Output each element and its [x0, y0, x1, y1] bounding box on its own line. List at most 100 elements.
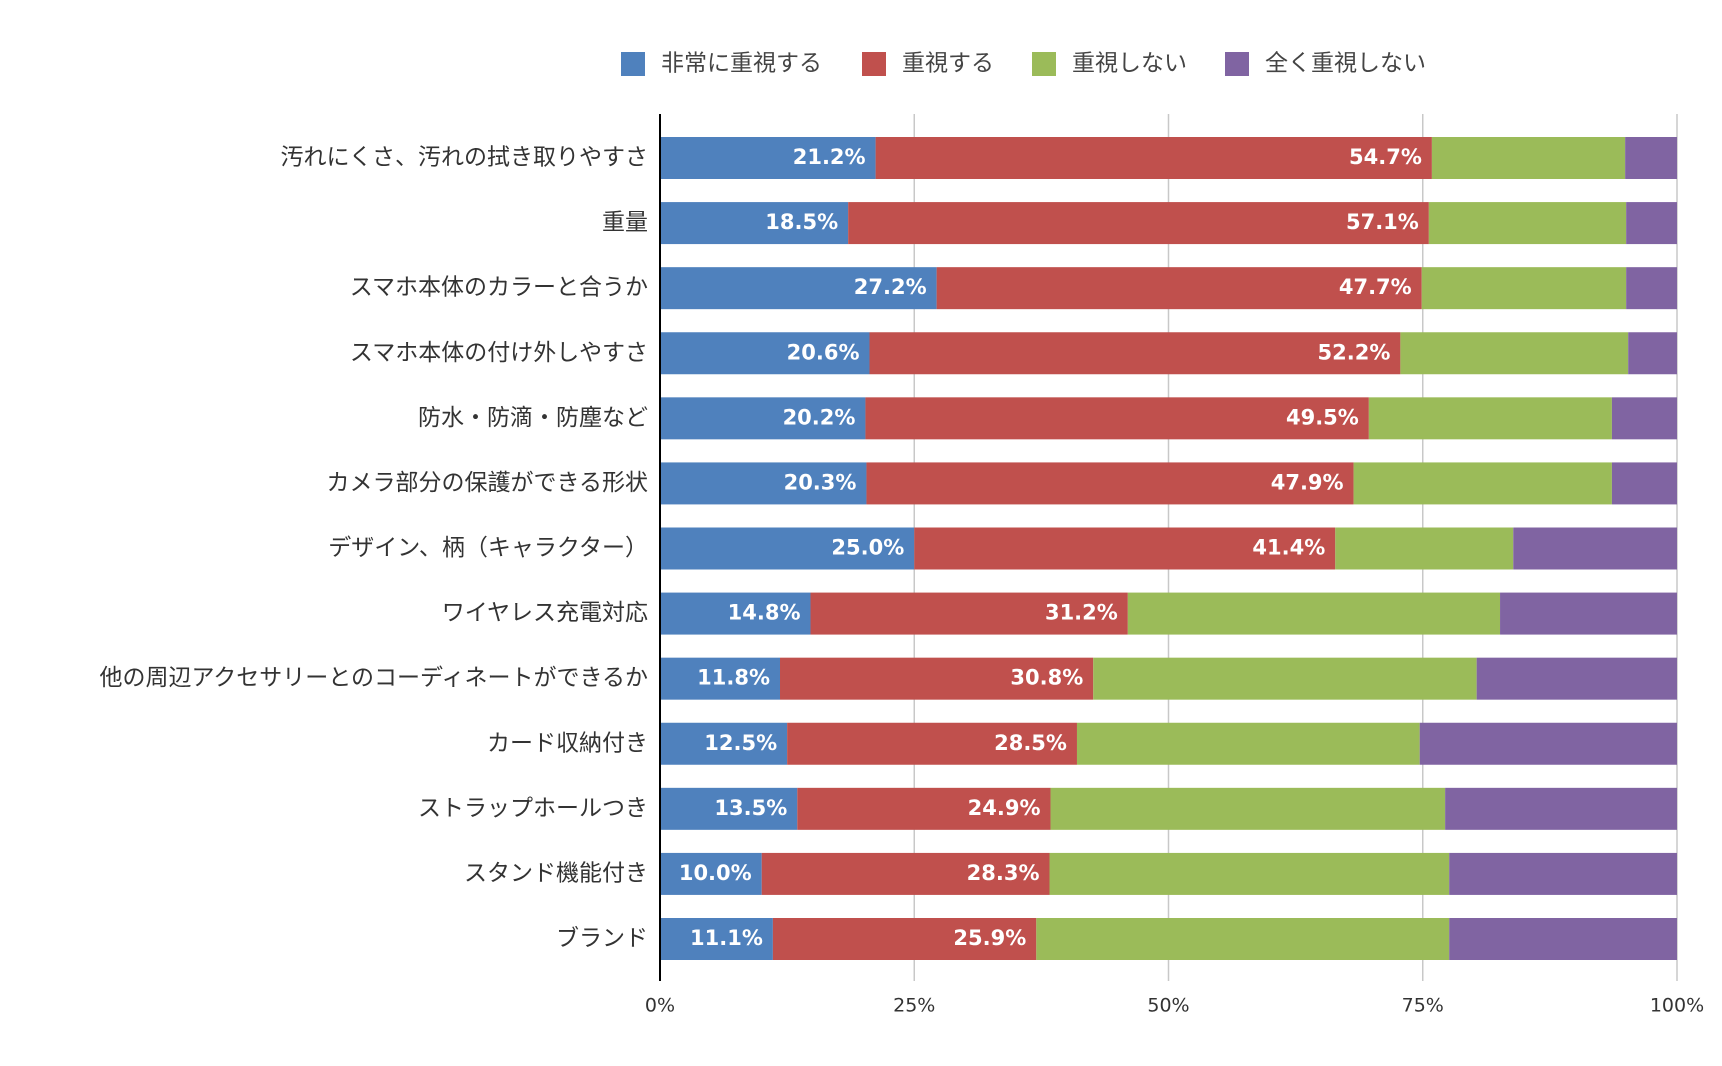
value-label: 49.5%: [1286, 405, 1359, 429]
bar-segment: [797, 787, 1051, 830]
value-label: 10.0%: [679, 861, 752, 885]
value-label: 11.8%: [697, 666, 770, 690]
value-label: 47.9%: [1271, 470, 1344, 494]
bar-segment: [1050, 787, 1446, 830]
bar-segment: [660, 462, 867, 505]
bar-segment: [772, 918, 1037, 960]
x-tick-label: 75%: [1402, 995, 1444, 1017]
value-label: 54.7%: [1349, 145, 1422, 169]
y-tick-label: スマホ本体の付け外しやすさ: [350, 340, 648, 366]
bar-segment: [660, 397, 866, 440]
value-label: 25.9%: [953, 926, 1026, 950]
value-label: 57.1%: [1346, 210, 1419, 234]
bar-segment: [848, 202, 1429, 245]
bar-segment: [1421, 267, 1627, 310]
legend-label: 全く重視しない: [1265, 51, 1426, 77]
value-label: 12.5%: [704, 731, 777, 755]
bar-segment: [1431, 137, 1626, 179]
y-tick-label: 防水・防滴・防塵など: [418, 405, 648, 431]
legend-label: 重視しない: [1072, 51, 1187, 77]
value-label: 31.2%: [1045, 601, 1118, 625]
value-label: 18.5%: [765, 210, 838, 234]
y-tick-label: デザイン、柄（キャラクター）: [328, 535, 648, 561]
value-label: 13.5%: [714, 796, 787, 820]
bar-segment: [1368, 397, 1612, 440]
value-label: 24.9%: [968, 796, 1041, 820]
bar-segment: [1611, 462, 1677, 505]
bar-segment: [660, 267, 937, 310]
value-label: 20.2%: [783, 405, 856, 429]
value-label: 20.3%: [784, 470, 857, 494]
y-tick-label: カード収納付き: [487, 730, 648, 756]
bar-segment: [1628, 332, 1677, 375]
value-label: 47.7%: [1339, 275, 1412, 299]
bar-segment: [1036, 918, 1450, 960]
legend-swatch: [1032, 52, 1056, 76]
bar-segment: [1127, 592, 1501, 635]
value-label: 20.6%: [787, 340, 860, 364]
y-tick-label: 重量: [602, 210, 648, 236]
y-tick-label: スマホ本体のカラーと合うか: [350, 275, 648, 301]
bar-segment: [1513, 527, 1677, 570]
x-tick-label: 100%: [1650, 995, 1704, 1017]
legend-label: 重視する: [902, 51, 994, 77]
x-tick-label: 50%: [1147, 995, 1189, 1017]
bar-segment: [787, 722, 1077, 765]
bar-segment: [1449, 918, 1677, 960]
bar-segment: [660, 202, 849, 245]
bar-segment: [1400, 332, 1629, 375]
bar-segment: [869, 332, 1401, 375]
bar-segment: [1476, 657, 1677, 700]
bar-segment: [660, 332, 870, 375]
bar-segment: [875, 137, 1432, 179]
bar-segment: [1419, 722, 1677, 765]
legend-swatch: [1225, 52, 1249, 76]
bar-segment: [1611, 397, 1677, 440]
bar-segment: [660, 657, 781, 700]
y-tick-label: ストラップホールつき: [418, 795, 648, 821]
bar-segment: [660, 722, 788, 765]
bar-segment: [660, 852, 762, 895]
legend-label: 非常に重視する: [661, 51, 822, 77]
bar-segment: [660, 787, 798, 830]
bar-segment: [1335, 527, 1514, 570]
bar-segment: [1626, 202, 1677, 245]
value-label: 27.2%: [854, 275, 927, 299]
y-tick-label: 他の周辺アクセサリーとのコーディネートができるか: [99, 665, 648, 691]
x-tick-label: 0%: [645, 995, 675, 1017]
bar-segment: [1625, 137, 1677, 179]
bar-segment: [660, 592, 811, 635]
bar-segment: [1428, 202, 1627, 245]
bar-segment: [1093, 657, 1477, 700]
y-tick-label: ワイヤレス充電対応: [442, 600, 648, 626]
bar-segment: [1500, 592, 1677, 635]
bar-segment: [936, 267, 1422, 310]
bar-segment: [780, 657, 1094, 700]
value-label: 41.4%: [1252, 536, 1325, 560]
value-label: 30.8%: [1010, 666, 1083, 690]
y-tick-label: ブランド: [556, 926, 648, 952]
bar-segment: [810, 592, 1128, 635]
value-label: 14.8%: [728, 601, 801, 625]
y-tick-label: カメラ部分の保護ができる形状: [326, 470, 648, 496]
bar-segment: [1449, 852, 1677, 895]
bar-segment: [660, 527, 915, 570]
bar-segment: [1353, 462, 1612, 505]
value-label: 21.2%: [793, 145, 866, 169]
value-label: 11.1%: [690, 926, 763, 950]
bar-segment: [1076, 722, 1420, 765]
bar-segment: [1445, 787, 1677, 830]
y-tick-label: スタンド機能付き: [464, 860, 648, 886]
bar-segment: [1049, 852, 1450, 895]
legend-swatch: [862, 52, 886, 76]
x-tick-label: 25%: [893, 995, 935, 1017]
value-label: 52.2%: [1318, 340, 1391, 364]
bar-segment: [866, 462, 1354, 505]
bar-segment: [761, 852, 1050, 895]
value-label: 25.0%: [831, 536, 904, 560]
value-label: 28.5%: [994, 731, 1067, 755]
y-tick-label: 汚れにくさ、汚れの拭き取りやすさ: [280, 145, 648, 171]
legend-swatch: [621, 52, 645, 76]
bar-segment: [660, 137, 876, 179]
